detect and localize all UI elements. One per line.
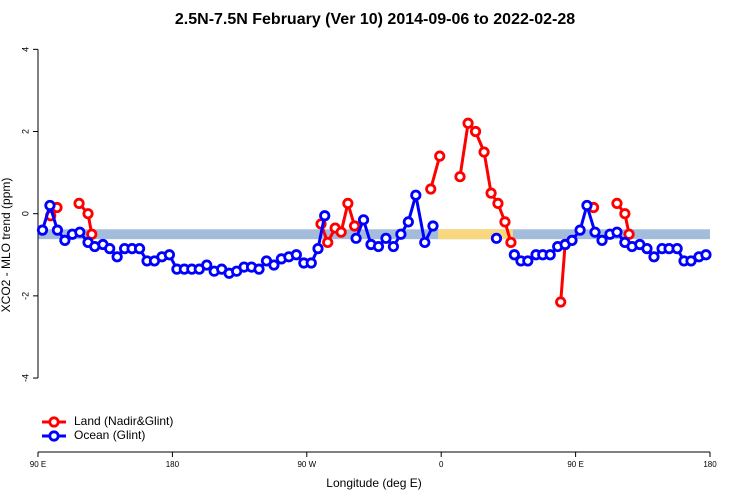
point bbox=[350, 232, 362, 244]
point bbox=[700, 249, 712, 261]
y-tick-label: 0 bbox=[20, 211, 30, 216]
legend-label: Ocean (Glint) bbox=[74, 428, 145, 442]
y-axis-label: XCO2 - MLO trend (ppm) bbox=[0, 178, 13, 313]
point bbox=[253, 263, 265, 275]
y-tick-label: 4 bbox=[20, 47, 30, 52]
point bbox=[522, 255, 534, 267]
point bbox=[59, 234, 71, 246]
point bbox=[36, 224, 49, 236]
legend-label: Land (Nadir&Glint) bbox=[74, 414, 173, 428]
point bbox=[387, 240, 400, 253]
point bbox=[319, 210, 331, 222]
point bbox=[357, 214, 370, 226]
point bbox=[372, 240, 385, 253]
point bbox=[163, 249, 176, 261]
point bbox=[641, 243, 653, 255]
band bbox=[38, 229, 710, 240]
series-line bbox=[49, 121, 631, 303]
point bbox=[51, 224, 64, 236]
point bbox=[462, 117, 474, 129]
point bbox=[611, 197, 623, 210]
point bbox=[201, 259, 213, 271]
x-tick-label: 180 bbox=[703, 460, 717, 469]
y-tick-label: -2 bbox=[20, 292, 30, 300]
point bbox=[485, 187, 497, 199]
x-tick-label: 90 E bbox=[567, 460, 583, 469]
point bbox=[619, 208, 631, 220]
point bbox=[410, 189, 422, 201]
x-tick-label: 0 bbox=[439, 460, 444, 469]
point bbox=[290, 249, 302, 261]
point bbox=[544, 249, 556, 261]
x-tick-label: 90 E bbox=[30, 460, 46, 469]
point bbox=[508, 249, 520, 261]
point bbox=[596, 234, 608, 246]
point bbox=[111, 251, 123, 263]
x-tick-label: 180 bbox=[166, 460, 180, 469]
point bbox=[469, 125, 482, 138]
legend-marker bbox=[48, 416, 60, 428]
point bbox=[342, 197, 354, 210]
point bbox=[348, 220, 361, 232]
point bbox=[322, 236, 334, 249]
point bbox=[419, 236, 431, 249]
point bbox=[505, 236, 517, 249]
x-axis-label: Longitude (deg E) bbox=[326, 476, 421, 490]
point bbox=[581, 199, 593, 212]
point bbox=[623, 228, 635, 240]
point bbox=[44, 199, 56, 212]
legend-marker bbox=[48, 430, 60, 442]
y-tick-label: -4 bbox=[20, 374, 30, 382]
point bbox=[589, 226, 601, 238]
band-highlight bbox=[438, 229, 513, 240]
y-tick-label: 2 bbox=[20, 129, 30, 134]
point bbox=[104, 243, 116, 255]
point bbox=[312, 243, 324, 255]
point bbox=[478, 146, 490, 158]
point bbox=[268, 259, 280, 271]
point bbox=[611, 226, 623, 238]
point bbox=[492, 197, 504, 210]
point bbox=[380, 232, 392, 244]
point bbox=[395, 228, 407, 240]
point bbox=[73, 197, 85, 210]
point bbox=[305, 257, 317, 269]
x-tick-label: 90 W bbox=[297, 460, 316, 469]
point bbox=[427, 220, 439, 232]
point bbox=[490, 232, 503, 244]
point bbox=[82, 208, 94, 220]
point bbox=[566, 234, 578, 246]
point bbox=[434, 150, 446, 162]
point bbox=[425, 183, 437, 195]
point bbox=[574, 224, 586, 236]
point bbox=[74, 226, 86, 238]
point bbox=[499, 216, 511, 228]
point bbox=[454, 171, 466, 183]
point bbox=[648, 251, 660, 263]
point bbox=[671, 243, 683, 255]
point bbox=[335, 226, 347, 238]
point bbox=[555, 296, 567, 308]
point bbox=[133, 243, 146, 255]
chart-title: 2.5N-7.5N February (Ver 10) 2014-09-06 t… bbox=[175, 11, 575, 28]
point bbox=[402, 216, 414, 228]
